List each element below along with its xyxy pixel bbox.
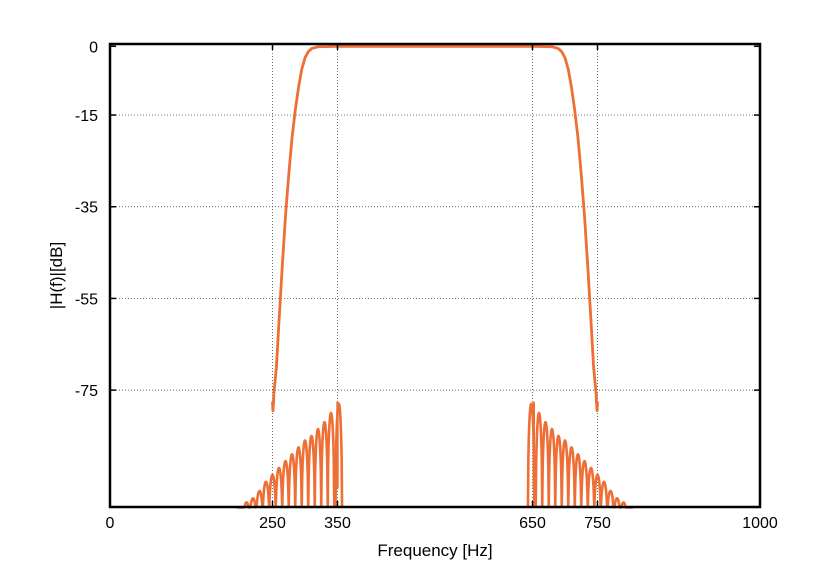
x-tick-label: 350 [324, 515, 351, 532]
left-sidelobe [280, 459, 291, 508]
right-sidelobe [573, 452, 583, 508]
left-sidelobe [300, 439, 310, 508]
right-sidelobe [540, 420, 551, 508]
plot-frame [108, 42, 762, 509]
right-sidelobe [579, 459, 590, 508]
y-axis-label: |H(f)|[dB] [47, 242, 66, 309]
left-sidelobe [261, 480, 271, 508]
right-sidelobe [566, 446, 577, 508]
right-sidelobe [612, 496, 622, 509]
y-tick-label: -35 [75, 200, 98, 217]
right-sidelobe [534, 411, 544, 508]
x-tick-label: 250 [259, 515, 286, 532]
right-sidelobe [553, 434, 564, 508]
right-sidelobe [586, 466, 596, 508]
right-sidelobe [599, 480, 609, 508]
left-sidelobe [293, 446, 304, 508]
tick-layer: 0 250 350 650 750 1000 0 -15 -35 -55 -75 [75, 39, 778, 532]
x-tick-label: 1000 [742, 515, 778, 532]
left-sidelobe [306, 434, 317, 508]
left-sidelobe [326, 411, 336, 508]
left-sidelobe [274, 466, 284, 508]
left-sidelobe [255, 489, 264, 509]
left-sidelobe [248, 496, 258, 509]
x-axis-label: Frequency [Hz] [377, 541, 492, 560]
right-sidelobe [547, 427, 557, 508]
left-sidelobe [287, 452, 297, 508]
y-tick-label: -75 [75, 383, 98, 400]
y-tick-label: -15 [75, 108, 98, 125]
x-tick-label: 750 [584, 515, 611, 532]
gridlines [110, 44, 760, 507]
right-sidelobe [606, 489, 615, 509]
y-tick-label: 0 [89, 39, 98, 56]
right-sidelobe [560, 439, 570, 508]
series-layer [235, 44, 635, 509]
left-sidelobe [319, 420, 330, 508]
x-tick-label: 0 [106, 515, 115, 532]
passband-line [271, 44, 599, 413]
right-sidelobe [592, 473, 603, 508]
left-sidelobe [313, 427, 323, 508]
x-tick-label: 650 [519, 515, 546, 532]
left-sidelobe [267, 473, 278, 508]
y-tick-label: -55 [75, 291, 98, 308]
